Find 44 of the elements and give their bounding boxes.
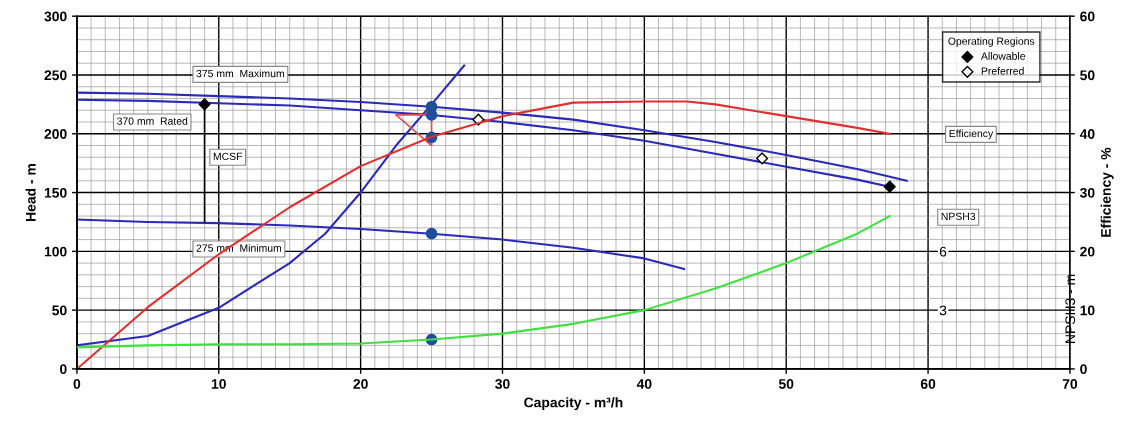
y-tick-label: 100 (44, 246, 67, 257)
y2-axis-title: Efficiency - % (1100, 147, 1114, 237)
legend-label: Allowable (980, 52, 1026, 60)
annotation: NPSH3 (941, 212, 976, 221)
x-tick-label: 70 (1062, 379, 1078, 389)
x-tick-label: 40 (636, 379, 652, 389)
y2-tick-label: 0 (1080, 364, 1087, 375)
y2-tick-label: 20 (1080, 246, 1095, 257)
legend-label: Preferred (981, 67, 1024, 75)
y2-tick-label: 30 (1079, 187, 1095, 198)
y3-tick-label: 6 (939, 246, 947, 257)
y2-tick-label: 50 (1080, 70, 1095, 81)
point (883, 180, 896, 193)
point (756, 152, 769, 165)
y2-tick-label: 10 (1080, 305, 1095, 316)
x-tick-label: 50 (778, 379, 794, 389)
y3-tick-label: 3 (939, 305, 947, 316)
y-tick-label: 200 (44, 129, 67, 139)
x-tick-label: 0 (73, 379, 81, 389)
y2-tick-label: 60 (1080, 11, 1095, 22)
annotation: 370 mm Rated (117, 117, 188, 125)
legend-title: Operating Regions (948, 37, 1035, 47)
annotation: MCSF (213, 152, 243, 161)
annotation: Efficiency (949, 129, 994, 140)
point (425, 227, 438, 240)
point (425, 109, 438, 121)
y-tick-label: 50 (52, 305, 67, 316)
y-tick-label: 250 (44, 70, 67, 81)
line-series (76, 215, 891, 349)
y-tick-label: 300 (44, 11, 67, 22)
line-series (76, 100, 891, 369)
x-tick-label: 30 (495, 379, 510, 389)
line-series (76, 91, 908, 182)
y3-axis-title: NPSH3 - m (1065, 274, 1076, 343)
x-tick-label: 20 (353, 379, 368, 389)
y2-tick-label: 40 (1079, 129, 1095, 139)
x-axis-title: Capacity - m³/h (524, 397, 623, 411)
y-tick-label: 0 (60, 364, 67, 375)
y-tick-label: 150 (44, 187, 67, 198)
x-tick-label: 10 (211, 379, 226, 389)
annotation: 375 mm Maximum (196, 69, 284, 78)
point (198, 98, 211, 111)
y-axis-title: Head - m (25, 164, 36, 221)
x-tick-label: 60 (920, 379, 936, 389)
